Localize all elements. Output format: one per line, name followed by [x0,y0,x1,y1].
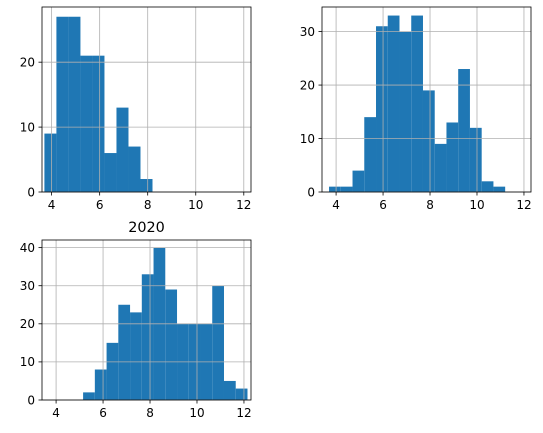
histogram-bar [80,55,93,193]
histogram-bar [411,15,423,192]
histogram-bar [376,26,388,192]
x-tick-label: 6 [379,198,387,212]
histogram-bar [493,186,506,192]
x-tick-label: 10 [189,406,204,420]
panel-title: 2020 [128,220,165,236]
axes-frame [321,6,532,193]
axes-frame [41,239,252,401]
histogram-bar [434,143,447,192]
histogram-bar [68,16,81,192]
y-tick-label: 20 [20,317,35,331]
x-tick-label: 4 [48,198,56,212]
histogram-bar [387,15,400,192]
histogram-bar [165,289,178,400]
x-tick-label: 4 [52,406,60,420]
x-tick-label: 8 [146,406,154,420]
histogram-panel-1960: 4 6 8 10 12 0 10 20 1960 [20,0,252,212]
histogram-panel-1990: 4 6 8 10 12 0 10 20 30 1990 [300,0,532,212]
panel-title: 1960 [128,0,165,3]
histogram-bar [329,186,341,192]
y-tick-label: 10 [20,355,35,369]
x-tick-label: 10 [188,198,203,212]
axes-frame [41,6,252,193]
histogram-bar [44,133,57,192]
histogram-bar [56,16,69,192]
histogram-bar [128,146,141,192]
y-tick-label: 10 [300,132,315,146]
histogram-bar [116,107,129,192]
x-tick-label: 12 [516,198,531,212]
x-tick-label: 8 [144,198,152,212]
y-tick-label: 20 [20,55,35,69]
histogram-bar [446,122,459,192]
x-tick-label: 4 [332,198,340,212]
panel-title: 1990 [408,0,445,3]
y-tick-label: 40 [20,241,35,255]
x-tick-label: 10 [469,198,484,212]
histogram-bar [469,127,482,192]
histogram-bar [340,186,353,192]
histogram-bar [235,388,248,400]
y-tick-label: 30 [300,25,315,39]
histogram-bar [94,369,107,400]
histogram-bar [364,117,377,192]
histogram-bar [141,274,154,400]
x-tick-label: 12 [236,406,251,420]
histogram-bar [352,170,365,192]
histogram-bar [83,392,95,400]
histogram-bar [104,153,117,192]
x-tick-label: 6 [96,198,104,212]
y-tick-label: 0 [27,185,35,199]
y-tick-label: 0 [27,393,35,407]
histogram-bar [399,31,412,192]
histogram-bar [481,181,494,192]
x-tick-label: 6 [99,406,107,420]
histogram-bar [118,304,131,400]
x-tick-label: 12 [236,198,251,212]
histogram-bar [223,380,236,400]
histogram-bar [458,69,470,192]
histogram-bar [106,342,119,400]
histogram-bar [212,285,224,400]
histogram-bar [130,312,142,400]
histogram-panel-2020: 4 6 8 10 12 0 10 20 30 40 2020 [20,220,252,420]
y-tick-label: 0 [307,185,315,199]
y-tick-label: 30 [20,279,35,293]
y-tick-label: 10 [20,120,35,134]
y-tick-label: 20 [300,78,315,92]
histogram-bar [92,55,105,193]
histogram-bar [422,90,435,192]
histogram-bar [140,179,153,192]
x-tick-label: 8 [426,198,434,212]
